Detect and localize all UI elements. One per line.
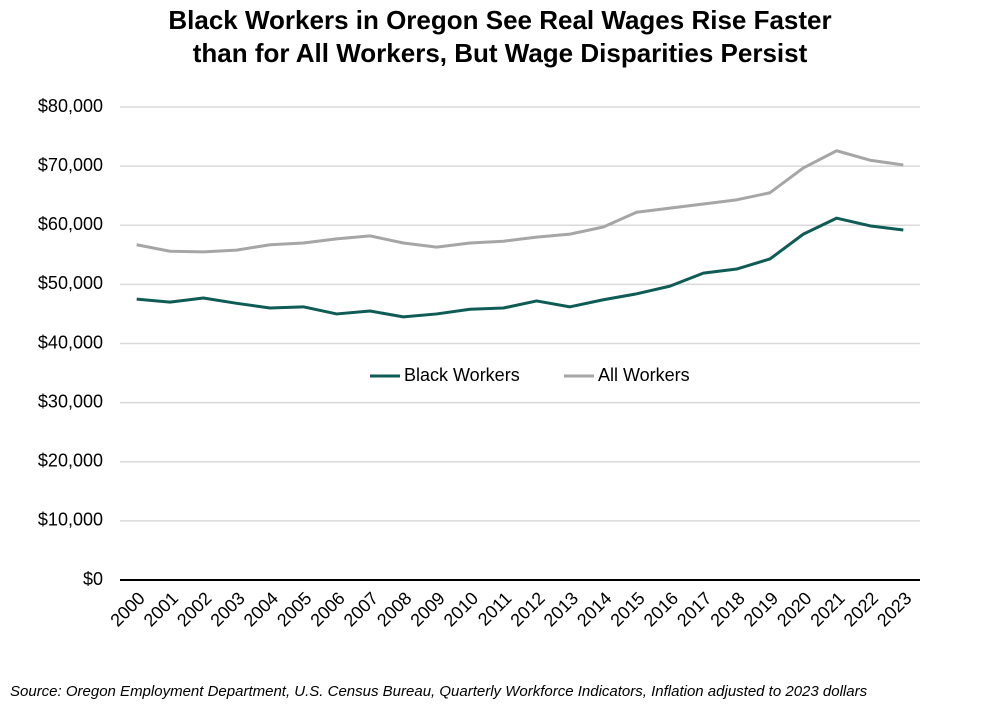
x-tick-label: 2020	[773, 588, 815, 630]
y-tick-label: $40,000	[38, 332, 103, 352]
source-note: Source: Oregon Employment Department, U.…	[10, 683, 868, 700]
y-tick-label: $10,000	[38, 510, 103, 530]
series-line	[136, 149, 904, 254]
x-tick-label: 2023	[873, 588, 915, 630]
chart-title: Black Workers in Oregon See Real Wages R…	[168, 5, 831, 35]
x-tick-label: 2017	[673, 588, 715, 630]
y-tick-label: $80,000	[38, 96, 103, 116]
x-tick-label: 2002	[173, 588, 215, 630]
x-tick-label: 2012	[506, 588, 548, 630]
x-tick-label: 2018	[706, 588, 748, 630]
x-tick-label: 2014	[573, 588, 615, 630]
x-tick-label: 2015	[606, 588, 648, 630]
x-tick-label: 2005	[273, 588, 315, 630]
legend-label: Black Workers	[404, 365, 520, 385]
x-tick-label: 2000	[106, 588, 148, 630]
y-tick-label: $60,000	[38, 214, 103, 234]
x-tick-label: 2013	[540, 588, 582, 630]
x-tick-label: 2009	[406, 588, 448, 630]
x-tick-label: 2003	[206, 588, 248, 630]
series-line	[136, 216, 904, 319]
y-tick-label: $70,000	[38, 155, 103, 175]
y-tick-label: $50,000	[38, 273, 103, 293]
x-tick-label: 2010	[440, 588, 482, 630]
y-tick-label: $20,000	[38, 451, 103, 471]
y-tick-label: $0	[83, 569, 103, 589]
x-tick-label: 2006	[306, 588, 348, 630]
x-tick-label: 2016	[640, 588, 682, 630]
legend-label: All Workers	[598, 365, 690, 385]
x-tick-label: 2021	[806, 588, 848, 630]
x-tick-label: 2007	[340, 588, 382, 630]
x-tick-label: 2011	[474, 588, 516, 630]
x-tick-label: 2019	[740, 588, 782, 630]
x-tick-label: 2008	[373, 588, 415, 630]
x-tick-label: 2004	[240, 588, 282, 630]
x-tick-label: 2001	[140, 588, 182, 630]
x-tick-label: 2022	[840, 588, 882, 630]
y-tick-label: $30,000	[38, 391, 103, 411]
chart-title: than for All Workers, But Wage Dispariti…	[193, 38, 808, 68]
